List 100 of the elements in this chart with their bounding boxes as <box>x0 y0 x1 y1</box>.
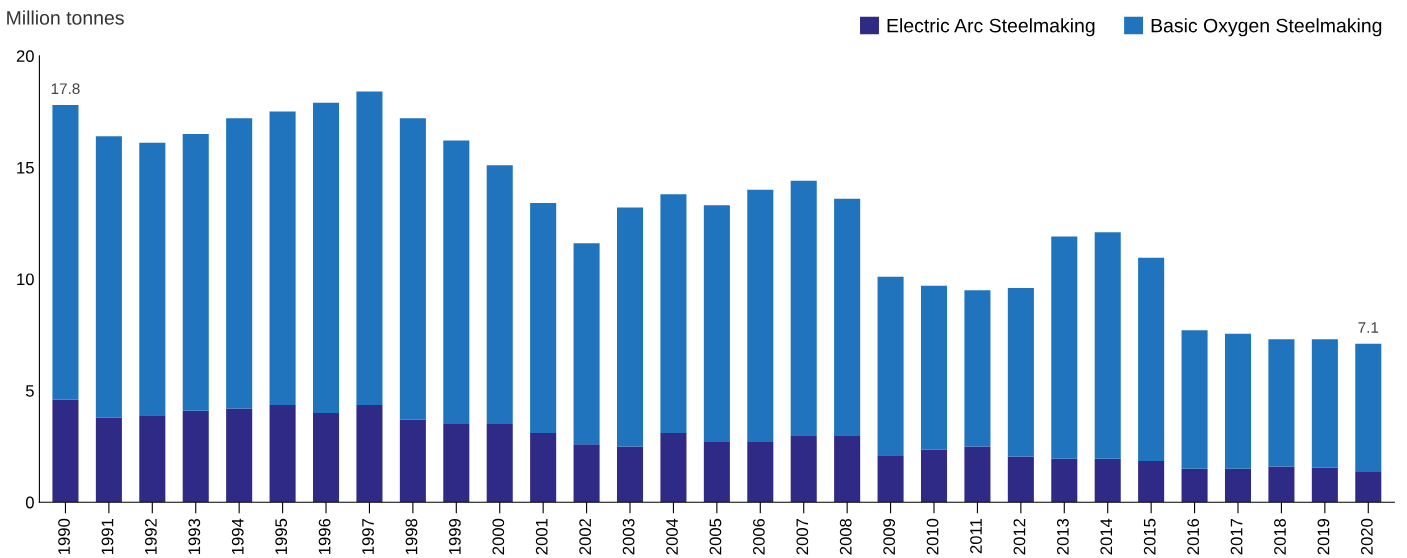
bar <box>1007 456 1034 503</box>
bar <box>139 142 166 416</box>
bar <box>616 207 644 447</box>
bar <box>703 205 730 442</box>
bar <box>443 424 470 503</box>
bar <box>834 198 861 436</box>
bar <box>790 180 817 436</box>
bar <box>573 444 600 503</box>
bar <box>486 165 513 425</box>
bar <box>616 446 644 503</box>
y-tick-label: 20 <box>16 50 34 62</box>
y-axis-title: Million tonnes <box>7 10 124 25</box>
bar <box>1051 236 1078 459</box>
bar <box>399 419 426 503</box>
y-tick-label: 10 <box>17 273 34 286</box>
x-tick-label: 1998 <box>405 518 418 554</box>
x-tick-label: 2013 <box>1056 518 1069 555</box>
bar <box>269 111 296 406</box>
bar <box>226 118 253 409</box>
bar <box>747 189 774 442</box>
y-tick-label: 15 <box>17 161 34 174</box>
bar <box>964 446 991 503</box>
bar <box>1355 343 1382 473</box>
legend-label: Electric Arc Steelmaking <box>887 18 1095 37</box>
x-tick-label: 2003 <box>622 518 635 555</box>
bar <box>920 449 948 503</box>
bar <box>1181 330 1208 469</box>
bar <box>530 203 557 434</box>
bar <box>530 433 557 503</box>
x-tick-label: 2000 <box>492 518 505 555</box>
x-tick-label: 2004 <box>666 518 678 555</box>
x-tick-label: 2011 <box>970 518 982 554</box>
bar <box>834 435 861 503</box>
x-tick-label: 2005 <box>709 518 722 555</box>
bar <box>95 417 122 503</box>
bar <box>1224 468 1252 503</box>
x-tick-label: 2018 <box>1274 518 1286 555</box>
bar <box>399 118 426 420</box>
y-tick-label: 0 <box>25 496 34 509</box>
bar <box>1311 467 1338 503</box>
total-label: 7.1 <box>1358 322 1379 333</box>
x-tick-label: 2014 <box>1100 518 1113 555</box>
x-tick-label: 2002 <box>579 519 592 555</box>
bar <box>1181 468 1208 503</box>
bar <box>1311 339 1338 468</box>
bar <box>660 433 687 503</box>
x-tick-label: 2015 <box>1143 518 1156 555</box>
bar <box>182 133 209 411</box>
bar <box>877 276 904 456</box>
bar <box>573 243 600 445</box>
bar <box>443 140 470 425</box>
bar <box>1138 460 1165 503</box>
x-tick-label: 1996 <box>318 518 331 554</box>
x-tick-label: 2019 <box>1317 518 1330 555</box>
bar <box>747 441 774 503</box>
bar <box>182 410 209 503</box>
bar <box>139 415 166 503</box>
bar <box>486 424 513 503</box>
bar <box>1094 232 1121 459</box>
x-tick-label: 1990 <box>58 518 70 554</box>
x-tick-label: 1995 <box>275 518 288 554</box>
bar <box>964 290 991 447</box>
bar <box>1138 257 1165 461</box>
y-tick-label: 5 <box>25 385 34 397</box>
x-tick-label: 1991 <box>101 518 114 554</box>
x-tick-label: 2007 <box>796 519 809 555</box>
bar <box>1094 458 1121 503</box>
x-tick-label: 2009 <box>883 518 896 555</box>
x-tick-label: 2016 <box>1187 518 1200 555</box>
x-tick-label: 2006 <box>752 518 765 555</box>
x-tick-label: 2010 <box>926 518 939 555</box>
bar <box>1051 458 1078 503</box>
x-tick-label: 1997 <box>362 519 374 554</box>
x-tick-label: 1994 <box>231 518 244 554</box>
bar <box>1224 333 1252 469</box>
bar <box>95 136 122 418</box>
bar <box>660 194 687 434</box>
bar <box>1355 472 1382 503</box>
x-tick-label: 1993 <box>188 518 201 554</box>
bar <box>52 104 79 400</box>
bar <box>877 455 904 503</box>
x-tick-label: 1999 <box>448 518 461 554</box>
bar <box>312 412 340 503</box>
bar <box>920 285 948 450</box>
bar <box>1268 339 1295 467</box>
x-tick-label: 1992 <box>144 519 157 554</box>
x-tick-label: 2008 <box>839 518 852 555</box>
x-tick-label: 2012 <box>1013 519 1026 555</box>
bar <box>52 399 79 503</box>
bar <box>1007 287 1034 457</box>
x-tick-label: 2001 <box>535 518 548 555</box>
bar <box>790 435 817 503</box>
bar <box>703 441 730 503</box>
x-tick-label: 2020 <box>1360 518 1373 555</box>
bar <box>356 91 383 406</box>
bar <box>269 405 296 503</box>
x-tick-label: 2017 <box>1230 519 1243 555</box>
bar <box>356 405 383 503</box>
total-label: 17.8 <box>51 83 80 95</box>
bar <box>1268 466 1295 503</box>
